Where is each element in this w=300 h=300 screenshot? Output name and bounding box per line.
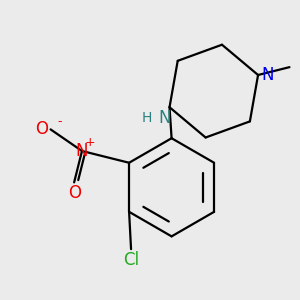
Text: O: O: [36, 120, 49, 138]
Text: -: -: [57, 115, 62, 128]
Text: N: N: [76, 142, 88, 160]
Text: +: +: [85, 136, 95, 148]
Text: N: N: [159, 109, 171, 127]
Text: H: H: [142, 111, 152, 125]
Text: Cl: Cl: [123, 251, 139, 269]
Text: N: N: [261, 66, 274, 84]
Text: O: O: [68, 184, 81, 202]
